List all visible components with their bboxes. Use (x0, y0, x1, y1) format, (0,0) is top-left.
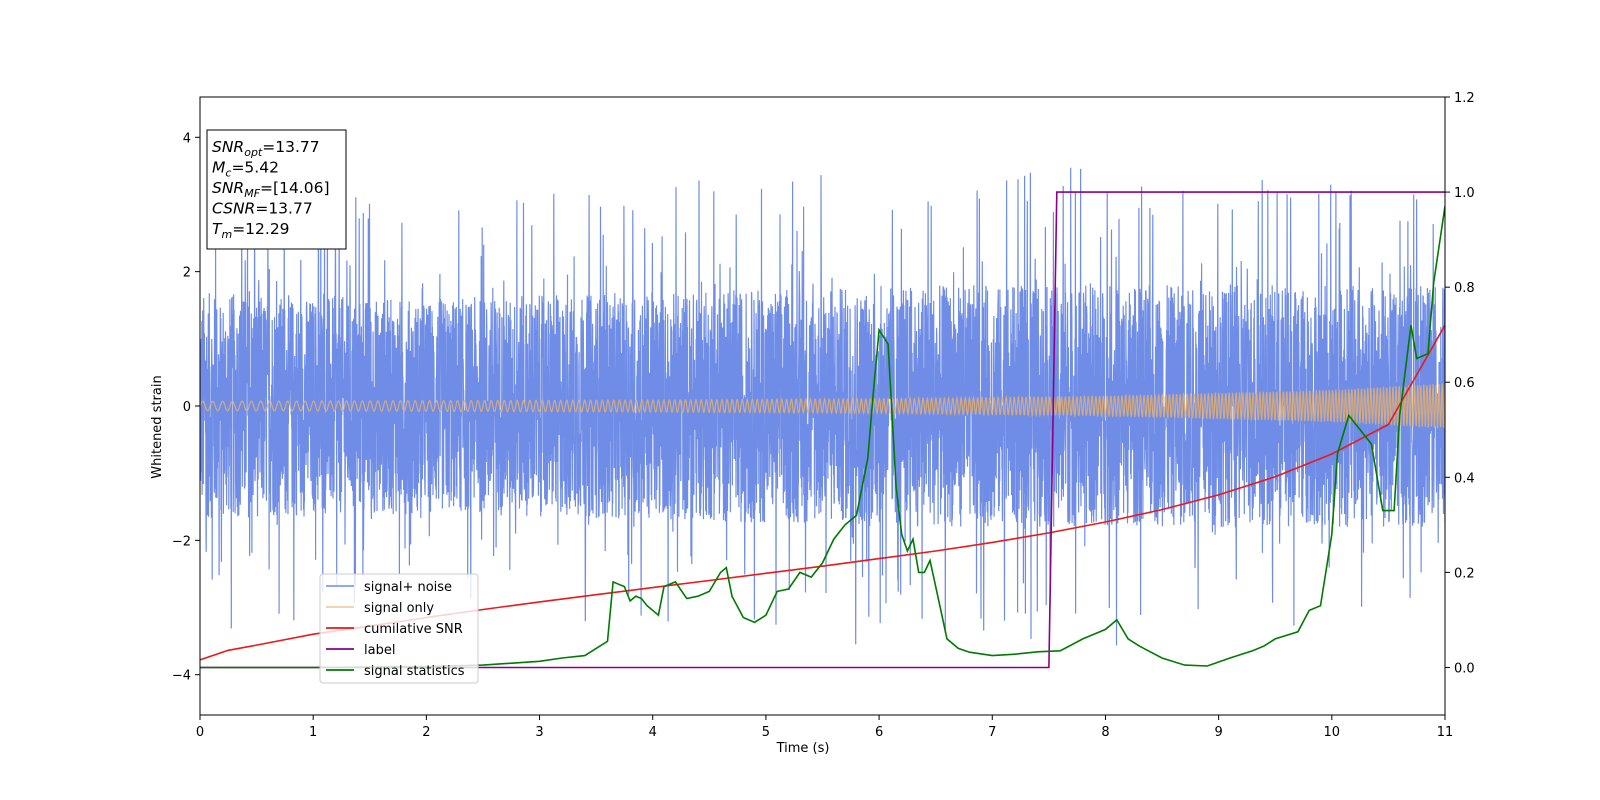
y2-tick-label: 1.0 (1454, 186, 1475, 201)
info-line: CSNR=13.77 (212, 200, 313, 218)
y-axis-label: Whitened strain (150, 375, 165, 478)
y-axis-right: 0.0 0.2 0.4 0.6 0.8 1.0 1.2 (1445, 91, 1475, 676)
x-tick-label: 4 (649, 725, 657, 740)
legend-label: signal statistics (364, 664, 465, 679)
y2-tick-label: 0.2 (1454, 566, 1475, 581)
x-tick-label: 2 (422, 725, 430, 740)
x-tick-label: 1 (309, 725, 317, 740)
y2-tick-label: 0.8 (1454, 281, 1475, 296)
x-tick-label: 0 (196, 725, 204, 740)
series-signal-noise (200, 167, 1445, 646)
legend-frame (319, 573, 479, 684)
x-axis-label: Time (s) (776, 741, 830, 756)
y-tick-label: −2 (172, 534, 191, 549)
x-tick-label: 11 (1437, 725, 1454, 740)
info-line: SNRopt=13.77 (212, 138, 320, 159)
info-line: SNRMF=[14.06] (212, 179, 330, 200)
series-signal-statistics (200, 206, 1445, 669)
x-tick-label: 9 (1214, 725, 1222, 740)
y-tick-label: 2 (183, 266, 191, 281)
legend-label: label (364, 643, 395, 658)
info-box: SNRopt=13.77Mc=5.42SNRMF=[14.06]CSNR=13.… (206, 129, 347, 250)
x-axis: 0 1 2 3 4 5 6 7 8 9 10 11 (196, 715, 1453, 740)
x-tick-label: 6 (875, 725, 883, 740)
info-line: Tm=12.29 (212, 220, 290, 241)
info-line: Mc=5.42 (212, 159, 279, 180)
y2-tick-label: 1.2 (1454, 91, 1475, 106)
series-label (200, 191, 1445, 669)
x-tick-label: 8 (1101, 725, 1109, 740)
x-tick-label: 10 (1324, 725, 1341, 740)
y-tick-label: 4 (183, 131, 191, 146)
y-tick-label: −4 (172, 669, 191, 684)
legend-label: cumilative SNR (364, 622, 463, 637)
info-box-frame (206, 129, 347, 250)
legend-label: signal+ noise (364, 580, 452, 595)
y2-tick-label: 0.0 (1454, 661, 1475, 676)
y-tick-label: 0 (183, 400, 191, 415)
series-signal-only (200, 383, 1445, 429)
y2-tick-label: 0.4 (1454, 471, 1475, 486)
x-tick-label: 7 (988, 725, 996, 740)
legend: signal+ noise signal only cumilative SNR la… (319, 573, 479, 684)
y2-tick-label: 0.6 (1454, 376, 1475, 391)
x-tick-label: 5 (762, 725, 770, 740)
x-tick-label: 3 (535, 725, 543, 740)
legend-label: signal only (364, 601, 434, 616)
y-axis-left: −4 −2 0 2 4 (172, 131, 200, 684)
